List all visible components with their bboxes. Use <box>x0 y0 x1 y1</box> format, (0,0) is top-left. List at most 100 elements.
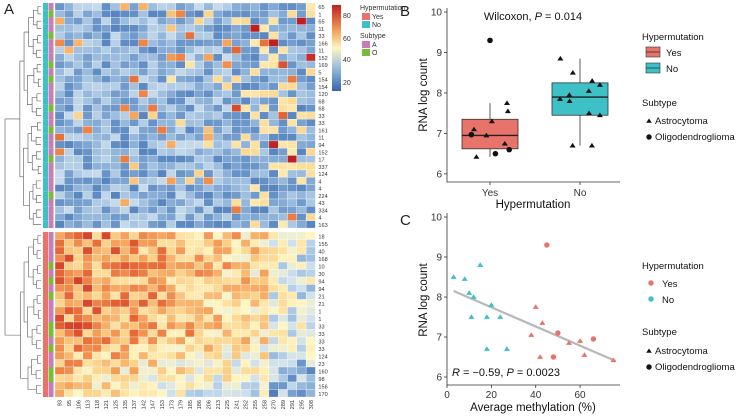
heatmap-cell <box>222 231 232 240</box>
heatmap-cell <box>250 169 260 178</box>
heatmap-cell <box>82 46 93 54</box>
heatmap-cell <box>175 10 186 18</box>
hypermutation-annotation <box>43 262 48 270</box>
heatmap-cell <box>287 359 297 368</box>
heatmap-cell <box>268 198 279 207</box>
heatmap-cell <box>166 284 177 293</box>
hypermutation-annotation <box>43 337 48 345</box>
heatmap-cell <box>119 111 130 120</box>
heatmap-cell <box>212 82 223 91</box>
heatmap-cell <box>129 291 139 300</box>
heatmap-cell <box>166 97 177 105</box>
heatmap-cell <box>287 206 297 214</box>
heatmap-cell <box>194 329 204 338</box>
heatmap-cell <box>305 17 316 25</box>
heatmap-cell <box>287 60 297 69</box>
heatmap-cell <box>250 299 260 308</box>
heatmap-cell <box>119 89 130 98</box>
astrocytoma-point <box>503 346 510 351</box>
heatmap-cell <box>203 53 214 62</box>
astrocytoma-point <box>473 154 480 159</box>
column-label: 252 <box>244 400 250 409</box>
hypermutation-annotation <box>43 90 48 98</box>
heatmap-cell <box>203 284 214 293</box>
heatmap-cell <box>101 381 111 390</box>
heatmap-cell <box>101 2 111 11</box>
heatmap-cell <box>110 213 121 221</box>
row-label: 98 <box>318 377 324 383</box>
heatmap-cell <box>54 39 65 47</box>
heatmap-cell <box>240 111 251 120</box>
heatmap-cell <box>64 198 74 207</box>
heatmap-cell <box>175 299 186 308</box>
row-label: 11 <box>318 49 324 55</box>
heatmap-cell <box>54 276 65 285</box>
heatmap-cell <box>129 46 139 54</box>
heatmap-cell <box>231 239 242 248</box>
heatmap-cell <box>64 344 74 353</box>
heatmap-cell <box>92 389 102 398</box>
heatmap-cell <box>119 68 130 76</box>
heatmap-cell <box>147 39 158 47</box>
heatmap-cell <box>54 254 65 263</box>
subtype-annotation <box>48 155 54 163</box>
heatmap-cell <box>175 24 186 33</box>
heatmap-cell <box>305 359 316 368</box>
astrocytoma-point <box>470 294 477 299</box>
heatmap-cell <box>278 269 288 278</box>
heatmap-cell <box>138 119 149 127</box>
heatmap-cell <box>82 359 93 368</box>
heatmap-cell <box>138 246 149 255</box>
heatmap-cell <box>82 246 93 255</box>
heatmap-cell <box>110 276 121 285</box>
heatmap-cell <box>54 329 65 338</box>
heatmap-cell <box>101 284 111 293</box>
heatmap-cell <box>175 148 186 156</box>
heatmap-cell <box>222 314 232 323</box>
heatmap-cell <box>166 374 177 383</box>
heatmap-cell <box>110 344 121 353</box>
heatmap-cell <box>185 344 195 353</box>
heatmap-cell <box>73 374 84 383</box>
x-axis-title: Average methylation (%) <box>470 402 596 414</box>
heatmap-cell <box>101 276 111 285</box>
heatmap-cell <box>287 191 297 200</box>
heatmap-legend-no-swatch <box>362 21 370 28</box>
heatmap-cell <box>185 82 195 91</box>
heatmap-cell <box>129 169 139 178</box>
heatmap-cell <box>231 111 242 120</box>
heatmap-cell <box>305 60 316 69</box>
heatmap-cell <box>175 269 186 278</box>
heatmap-cell <box>278 148 288 156</box>
heatmap-cell <box>101 184 111 192</box>
heatmap-cell <box>54 206 65 214</box>
heatmap-cell <box>129 53 139 62</box>
heatmap-cell <box>129 60 139 69</box>
heatmap-cell <box>147 389 158 398</box>
heatmap-cell <box>222 104 232 113</box>
heatmap-cell <box>231 314 242 323</box>
subtype-annotation <box>48 284 54 292</box>
heatmap-cell <box>110 119 121 127</box>
heatmap-cell <box>212 276 223 285</box>
heatmap-cell <box>129 68 139 76</box>
heatmap-cell <box>278 366 288 375</box>
heatmap-cell <box>268 389 279 398</box>
heatmap-cell <box>64 53 74 62</box>
heatmap-legend-hyper-title: Hypermutation <box>360 5 406 12</box>
heatmap-cell <box>82 206 93 214</box>
heatmap-cell <box>259 2 270 11</box>
heatmap-cell <box>185 359 195 368</box>
heatmap-cell <box>73 389 84 398</box>
heatmap-cell <box>73 133 84 142</box>
heatmap-cell <box>240 220 251 229</box>
heatmap-cell <box>101 374 111 383</box>
heatmap-cell <box>296 133 307 142</box>
heatmap-cell <box>101 246 111 255</box>
heatmap-cell <box>305 306 316 315</box>
heatmap-cell <box>92 366 102 375</box>
heatmap-cell <box>101 299 111 308</box>
heatmap-cell <box>222 169 232 178</box>
heatmap-cell <box>268 2 279 11</box>
heatmap-cell <box>157 133 167 142</box>
